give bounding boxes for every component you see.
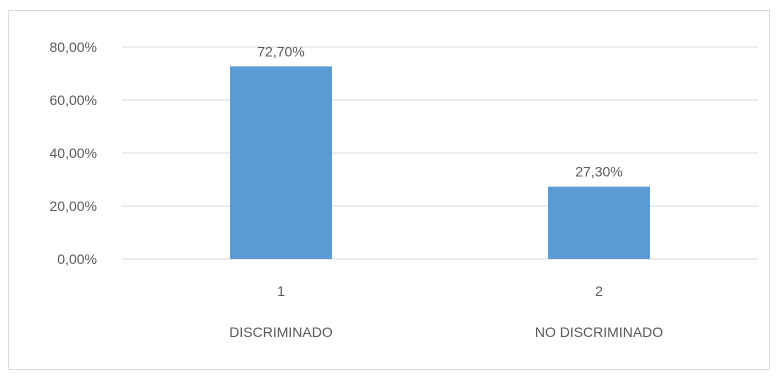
x-tick-label: 1	[277, 283, 285, 299]
y-tick-label: 20,00%	[50, 198, 97, 214]
y-tick-label: 0,00%	[57, 251, 97, 267]
x-category-label: DISCRIMINADO	[229, 324, 333, 340]
x-tick-label: 2	[595, 283, 603, 299]
y-tick-label: 40,00%	[50, 145, 97, 161]
y-tick-label: 80,00%	[50, 39, 97, 55]
bars	[230, 66, 650, 259]
bar	[230, 66, 332, 259]
x-category-label: NO DISCRIMINADO	[535, 324, 663, 340]
data-label: 27,30%	[575, 164, 622, 180]
bar	[548, 186, 650, 259]
y-tick-label: 60,00%	[50, 92, 97, 108]
gridlines	[122, 46, 758, 260]
data-labels: 72,70% 27,30%	[257, 43, 622, 179]
data-label: 72,70%	[257, 43, 304, 59]
y-axis-ticks: 0,00% 20,00% 40,00% 60,00% 80,00%	[50, 39, 97, 267]
x-axis-ticks: 1 DISCRIMINADO 2 NO DISCRIMINADO	[229, 283, 663, 340]
